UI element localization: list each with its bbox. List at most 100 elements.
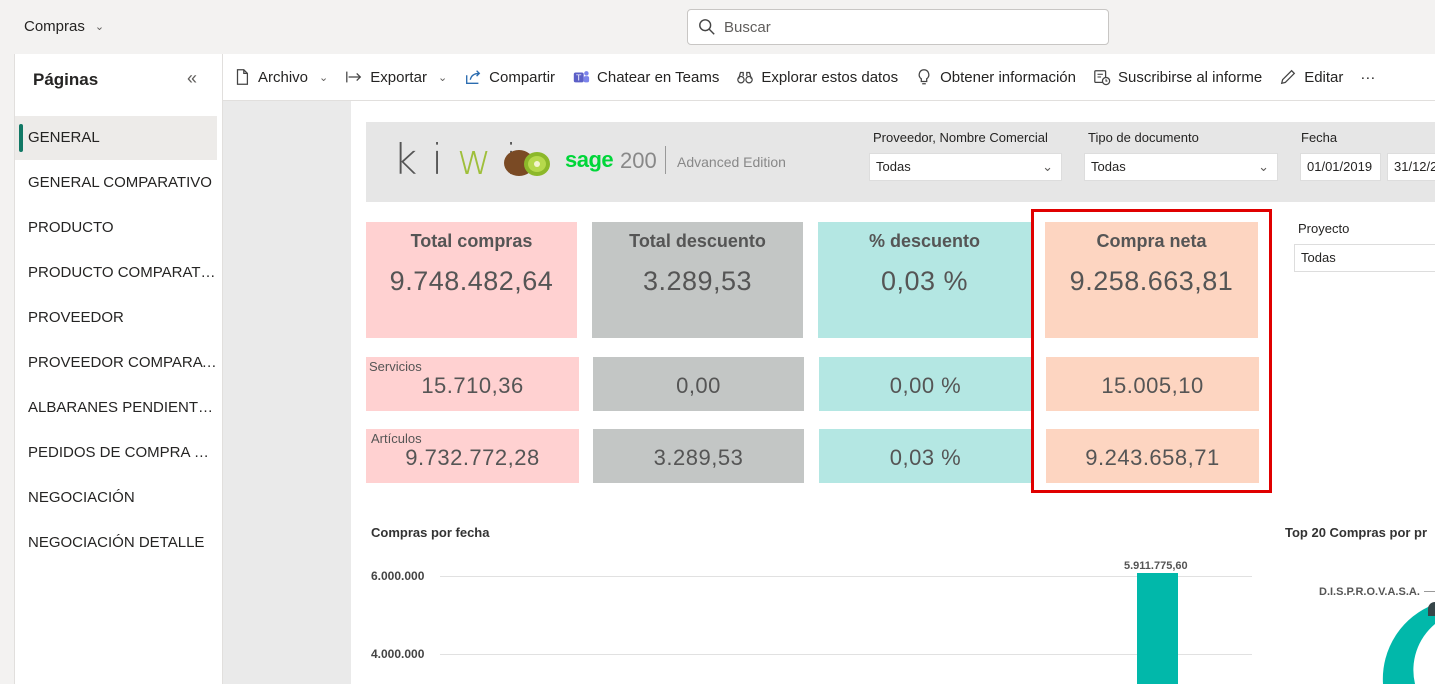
kpi-articulos-pct: 0,03 % [819, 429, 1032, 483]
kpi-servicios-pct: 0,00 % [819, 357, 1032, 411]
subscribe-icon [1094, 70, 1111, 86]
servicios-compras-value: 15.710,36 [421, 373, 524, 398]
page-item-pedidos-compra[interactable]: PEDIDOS DE COMPRA PENDIENTES [28, 444, 217, 461]
page-item-producto[interactable]: PRODUCTO [28, 219, 114, 236]
pie-chart [1382, 604, 1435, 684]
editar-label: Editar [1304, 68, 1344, 86]
export-icon [346, 71, 362, 83]
chevron-down-icon: ⌄ [1042, 159, 1053, 174]
kpi-title: Total descuento [629, 231, 766, 251]
report-toolbar: Archivo ⌄ Exportar ⌄ Compartir T Chatear… [223, 54, 1435, 101]
slicer-tipo-value: Todas [1091, 159, 1126, 174]
exportar-label: Exportar [370, 68, 427, 86]
kpi-servicios-neta: 15.005,10 [1046, 357, 1259, 411]
chevron-down-icon: ⌄ [319, 71, 329, 84]
page-item-general-comparativo[interactable]: GENERAL COMPARATIVO [28, 174, 212, 191]
articulos-label: Artículos [371, 431, 422, 446]
exportar-button[interactable]: Exportar ⌄ [345, 68, 447, 86]
search-placeholder: Buscar [724, 18, 771, 36]
obtener-button[interactable]: Obtener información [915, 68, 1076, 86]
pie-inner [1413, 604, 1435, 684]
archivo-label: Archivo [258, 68, 309, 86]
teams-label: Chatear en Teams [597, 68, 720, 86]
collapse-icon[interactable]: « [187, 68, 198, 88]
y-tick-label: 6.000.000 [371, 569, 425, 583]
articulos-neta-value: 9.243.658,71 [1085, 445, 1220, 470]
servicios-neta-value: 15.005,10 [1101, 373, 1204, 398]
pages-pane: Páginas « GENERAL GENERAL COMPARATIVO PR… [15, 54, 223, 684]
left-nav-strip [0, 54, 15, 684]
app-title-menu[interactable]: Compras ⌄ [24, 18, 104, 35]
articulos-compras-value: 9.732.772,28 [405, 445, 540, 470]
kpi-title: % descuento [868, 231, 981, 251]
servicios-pct-value: 0,00 % [889, 373, 962, 398]
more-icon: ··· [1360, 68, 1376, 86]
svg-text:T: T [575, 73, 581, 83]
teams-icon: T [573, 71, 590, 83]
slicer-tipo-dropdown[interactable]: Todas ⌄ [1084, 153, 1278, 181]
chevron-down-icon: ⌄ [94, 21, 105, 33]
more-options-button[interactable]: ··· [1360, 69, 1375, 86]
chevron-down-icon: ⌄ [1258, 159, 1269, 174]
teams-button[interactable]: T Chatear en Teams [572, 68, 719, 86]
compartir-button[interactable]: Compartir [464, 68, 555, 86]
compartir-label: Compartir [489, 68, 556, 86]
sage-version: 200 [620, 148, 657, 173]
y-tick-label: 4.000.000 [371, 647, 425, 661]
chart-compras-title: Compras por fecha [371, 525, 490, 540]
articulos-pct-value: 0,03 % [889, 445, 962, 470]
explorar-button[interactable]: Explorar estos datos [736, 68, 898, 86]
kpi-total-descuento: Total descuento 3.289,53 [592, 222, 803, 338]
search-input[interactable]: Buscar [687, 9, 1109, 45]
pencil-icon [1281, 69, 1296, 85]
kpi-compra-neta: Compra neta 9.258.663,81 [1045, 222, 1258, 338]
bar-data-label: 5.911.775,60 [1124, 560, 1188, 572]
logo-separator [665, 146, 666, 174]
explorar-label: Explorar estos datos [761, 68, 899, 86]
file-icon [236, 69, 249, 85]
obtener-label: Obtener información [940, 68, 1076, 86]
slicer-proveedor-dropdown[interactable]: Todas ⌄ [869, 153, 1062, 181]
search-icon [699, 19, 715, 35]
page-item-general[interactable]: GENERAL [15, 116, 217, 160]
editar-button[interactable]: Editar [1279, 68, 1343, 86]
slicer-proveedor-label: Proveedor, Nombre Comercial [873, 130, 1048, 145]
chart-bar[interactable] [1137, 572, 1178, 684]
binoculars-icon [737, 71, 754, 84]
highlight-box [1031, 209, 1272, 493]
share-icon [466, 70, 481, 84]
kpi-total-compras: Total compras 9.748.482,64 [366, 222, 577, 338]
slicer-proyecto-dropdown[interactable]: Todas [1294, 244, 1435, 272]
page-item-proveedor[interactable]: PROVEEDOR [28, 309, 124, 326]
suscribirse-button[interactable]: Suscribirse al informe [1093, 68, 1262, 86]
kpi-value: 3.289,53 [642, 266, 753, 296]
slicer-proyecto-value: Todas [1301, 250, 1336, 265]
page-item-negociacion[interactable]: NEGOCIACIÓN [28, 489, 135, 506]
page-item-albaranes-pendientes[interactable]: ALBARANES PENDIENTES [28, 399, 217, 416]
page-item-producto-comparativo[interactable]: PRODUCTO COMPARATIVO [28, 264, 217, 281]
servicios-label: Servicios [369, 359, 422, 374]
pie-slice-dark[interactable] [1428, 602, 1435, 616]
chevron-down-icon: ⌄ [437, 71, 448, 84]
archivo-button[interactable]: Archivo ⌄ [233, 68, 328, 86]
kpi-articulos-compras: Artículos 9.732.772,28 [366, 429, 579, 483]
app-title: Compras [24, 18, 85, 35]
kpi-title: Total compras [410, 231, 533, 251]
articulos-descuento-value: 3.289,53 [653, 445, 744, 470]
slicer-proveedor-value: Todas [876, 159, 911, 174]
chart-top-title: Top 20 Compras por pr [1285, 525, 1428, 540]
servicios-descuento-value: 0,00 [676, 373, 721, 398]
kpi-value: 9.748.482,64 [389, 266, 554, 296]
kpi-title: Compra neta [1096, 231, 1207, 251]
kpi-servicios-descuento: 0,00 [593, 357, 804, 411]
sage-logo: sage [565, 147, 614, 172]
page-item-proveedor-comparativo[interactable]: PROVEEDOR COMPARATIVO [28, 354, 217, 371]
slicer-tipo-label: Tipo de documento [1088, 130, 1199, 145]
page-item-negociacion-detalle[interactable]: NEGOCIACIÓN DETALLE [28, 534, 205, 551]
kpi-servicios-compras: Servicios 15.710,36 [366, 357, 579, 411]
kpi-articulos-descuento: 3.289,53 [593, 429, 804, 483]
slicer-fecha-to[interactable]: 31/12/2 [1387, 153, 1435, 181]
gridline [440, 576, 1252, 577]
slicer-fecha-from[interactable]: 01/01/2019 [1300, 153, 1381, 181]
pie-label-leader [1424, 591, 1435, 592]
